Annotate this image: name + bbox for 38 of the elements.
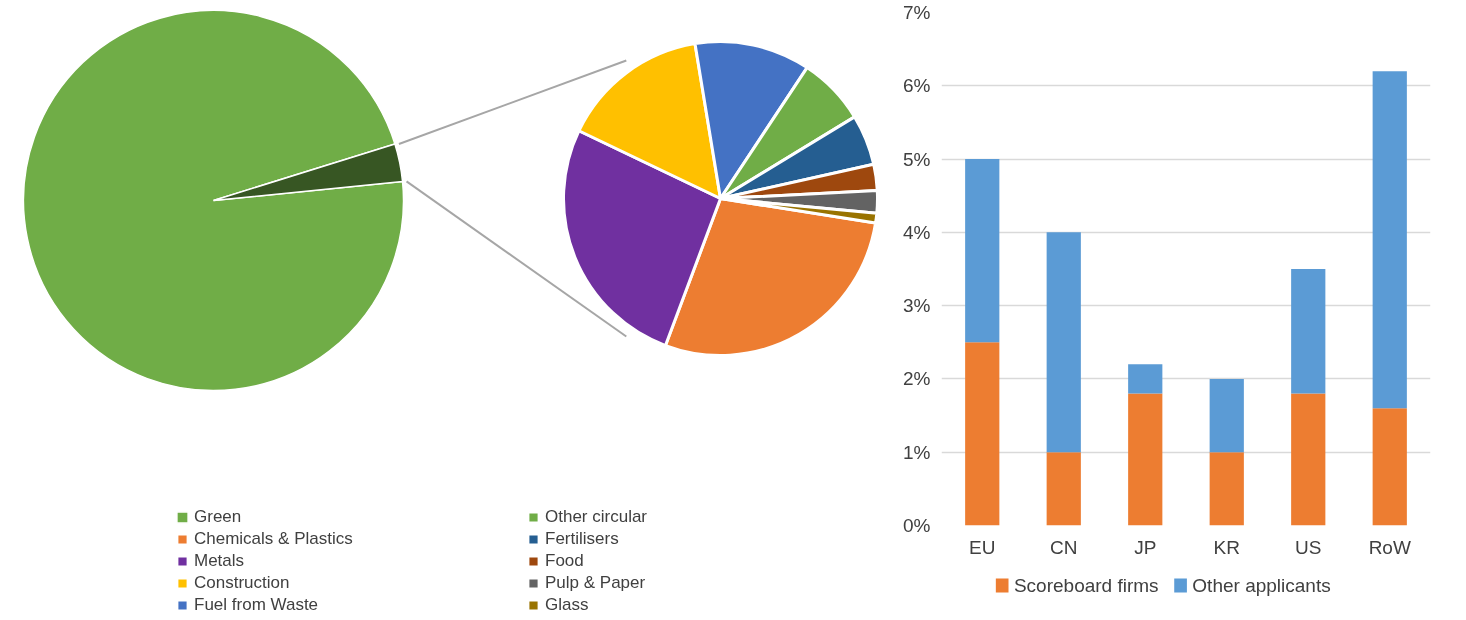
bar: [1372, 71, 1407, 409]
x-tick-label: RoW: [1368, 536, 1411, 558]
bar: [1046, 452, 1081, 526]
legend-label: Scoreboard firms: [1013, 575, 1159, 596]
legend-label: Food: [545, 551, 585, 571]
bar: [1372, 408, 1407, 526]
y-tick-label: 6%: [903, 75, 931, 97]
y-tick-label: 2%: [903, 368, 931, 390]
legend-label: Chemicals & Plastics: [194, 529, 354, 549]
bar: [1128, 393, 1163, 526]
x-tick-label: EU: [969, 536, 996, 558]
legend-label: Fertilisers: [545, 529, 620, 549]
bar: [1291, 393, 1326, 526]
y-tick-label: 0%: [903, 515, 931, 536]
x-tick-label: US: [1295, 536, 1322, 558]
x-tick-label: JP: [1134, 536, 1157, 558]
y-tick-label: 1%: [903, 441, 931, 463]
bar: [965, 159, 1000, 343]
y-tick-label: 4%: [903, 221, 931, 243]
bar: [1046, 232, 1081, 453]
legend-label: Metals: [194, 551, 246, 571]
bar: [1209, 452, 1244, 526]
bar: [965, 342, 1000, 526]
y-tick-label: 5%: [903, 148, 931, 170]
legend-label: Pulp & Paper: [545, 573, 647, 593]
bar: [1291, 269, 1326, 394]
x-tick-label: CN: [1050, 536, 1078, 558]
legend-label: Fuel from Waste: [194, 595, 320, 615]
legend-label: Other circular: [545, 507, 649, 527]
legend-label: Green: [194, 507, 243, 527]
legend-label: Other applicants: [1192, 575, 1331, 596]
bar: [1128, 364, 1163, 394]
x-tick-label: KR: [1213, 536, 1240, 558]
y-tick-label: 7%: [903, 2, 931, 23]
y-tick-label: 3%: [903, 295, 931, 317]
bar: [1209, 378, 1244, 453]
legend-label: Construction: [194, 573, 291, 593]
legend-label: Glass: [545, 595, 590, 615]
